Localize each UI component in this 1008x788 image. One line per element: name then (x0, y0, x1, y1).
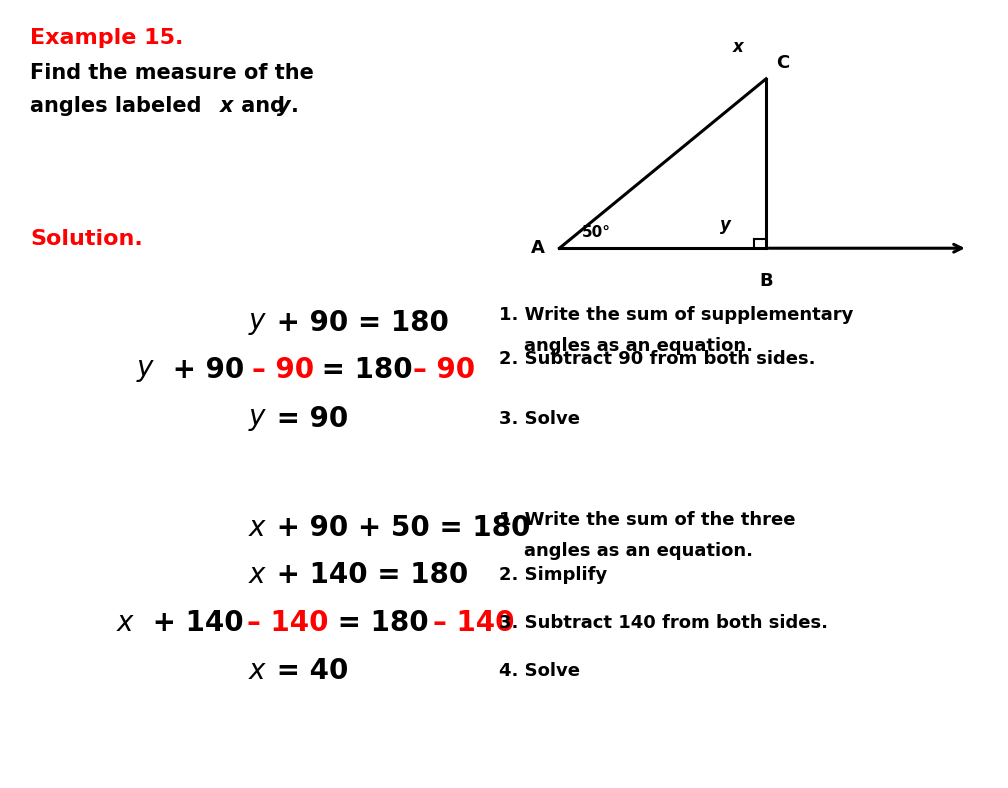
Text: $x$: $x$ (116, 608, 135, 637)
Text: x: x (220, 96, 233, 116)
Text: $x$: $x$ (248, 657, 267, 686)
Text: 1. Write the sum of the three: 1. Write the sum of the three (499, 511, 795, 529)
Text: $y$: $y$ (136, 356, 155, 385)
Text: + 140 = 180: + 140 = 180 (267, 561, 469, 589)
Text: $x$: $x$ (248, 561, 267, 589)
Text: = 40: = 40 (267, 657, 349, 686)
Text: Example 15.: Example 15. (30, 28, 183, 47)
Text: = 90: = 90 (267, 405, 349, 433)
Text: = 180: = 180 (312, 356, 422, 385)
FancyArrowPatch shape (769, 244, 962, 252)
Text: angles labeled: angles labeled (30, 96, 209, 116)
Text: B: B (759, 272, 773, 290)
Text: + 90 = 180: + 90 = 180 (267, 309, 449, 337)
Text: 3. Solve: 3. Solve (499, 411, 580, 428)
Text: + 90 + 50 = 180: + 90 + 50 = 180 (267, 514, 530, 542)
Text: 2. Subtract 90 from both sides.: 2. Subtract 90 from both sides. (499, 350, 815, 367)
Text: 4. Solve: 4. Solve (499, 663, 580, 680)
Text: – 140: – 140 (247, 608, 329, 637)
Text: 50°: 50° (582, 225, 611, 240)
Text: A: A (530, 240, 544, 257)
Text: = 180: = 180 (328, 608, 437, 637)
Text: Solution.: Solution. (30, 229, 143, 248)
Text: 2. Simplify: 2. Simplify (499, 567, 607, 584)
Text: x: x (733, 39, 744, 56)
Text: angles as an equation.: angles as an equation. (499, 337, 753, 355)
Text: y: y (277, 96, 291, 116)
Text: y: y (720, 216, 731, 234)
Text: + 140: + 140 (143, 608, 253, 637)
Text: 1. Write the sum of supplementary: 1. Write the sum of supplementary (499, 306, 854, 324)
Text: 3. Subtract 140 from both sides.: 3. Subtract 140 from both sides. (499, 614, 828, 631)
Text: – 90: – 90 (252, 356, 314, 385)
Text: – 90: – 90 (413, 356, 476, 385)
Text: – 140: – 140 (433, 608, 515, 637)
Text: + 90: + 90 (163, 356, 254, 385)
Text: $y$: $y$ (248, 405, 267, 433)
Text: .: . (291, 96, 299, 116)
Text: and: and (234, 96, 292, 116)
Text: $y$: $y$ (248, 309, 267, 337)
Text: angles as an equation.: angles as an equation. (499, 542, 753, 560)
Text: C: C (776, 54, 789, 72)
Text: $x$: $x$ (248, 514, 267, 542)
Text: Find the measure of the: Find the measure of the (30, 63, 314, 83)
